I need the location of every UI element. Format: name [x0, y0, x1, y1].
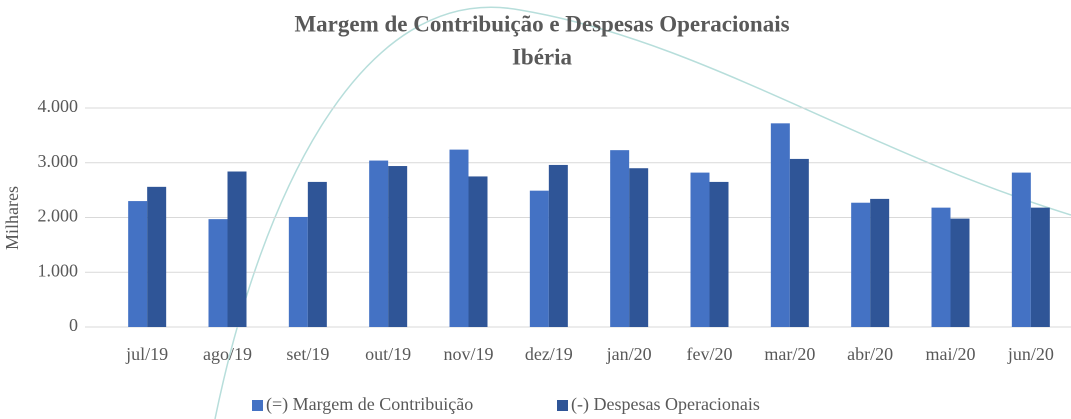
x-tick-label: jun/20 — [1007, 344, 1054, 364]
bar — [468, 176, 488, 327]
legend-label: (=) Margem de Contribuição — [266, 394, 473, 415]
bar — [548, 164, 568, 327]
bar — [128, 201, 148, 327]
bar — [208, 219, 228, 327]
decorative-curve — [214, 6, 1071, 419]
bar — [227, 171, 247, 327]
x-tick-label: dez/19 — [525, 344, 573, 364]
bar — [1011, 172, 1031, 327]
y-tick-label: 3.000 — [38, 151, 79, 171]
x-tick-label: abr/20 — [847, 344, 893, 364]
legend-swatch — [557, 400, 568, 411]
bar — [709, 181, 729, 327]
x-tick-label: fev/20 — [687, 344, 733, 364]
bar — [388, 166, 408, 327]
bar — [449, 149, 469, 327]
bar — [1030, 207, 1050, 327]
x-tick-label: mar/20 — [764, 344, 815, 364]
x-tick-label: jan/20 — [606, 344, 652, 364]
bar — [770, 123, 790, 327]
bar — [629, 168, 649, 327]
x-tick-label: ago/19 — [203, 344, 252, 364]
x-tick-label: jul/19 — [125, 344, 168, 364]
bar — [610, 150, 630, 327]
y-tick-label: 2.000 — [38, 206, 79, 226]
x-tick-label: out/19 — [365, 344, 411, 364]
x-tick-label: set/19 — [286, 344, 329, 364]
bar — [950, 218, 970, 327]
bar — [851, 202, 871, 327]
y-tick-label: 0 — [69, 315, 78, 335]
bar — [288, 216, 308, 327]
bar — [931, 207, 951, 327]
legend-swatch — [252, 400, 263, 411]
y-tick-label: 4.000 — [38, 96, 79, 116]
legend-label: (-) Despesas Operacionais — [571, 394, 760, 415]
bar — [369, 160, 389, 327]
x-tick-label: mai/20 — [926, 344, 976, 364]
bar — [789, 158, 809, 327]
x-tick-label: nov/19 — [443, 344, 493, 364]
bar — [307, 181, 327, 327]
y-tick-label: 1.000 — [38, 260, 79, 280]
y-axis-label: Milhares — [2, 186, 22, 250]
bar — [690, 172, 710, 327]
chart-subtitle: Ibéria — [512, 44, 573, 69]
chart-title: Margem de Contribuição e Despesas Operac… — [294, 11, 789, 36]
bar — [529, 190, 549, 327]
bar — [147, 186, 167, 327]
bar — [870, 198, 890, 327]
